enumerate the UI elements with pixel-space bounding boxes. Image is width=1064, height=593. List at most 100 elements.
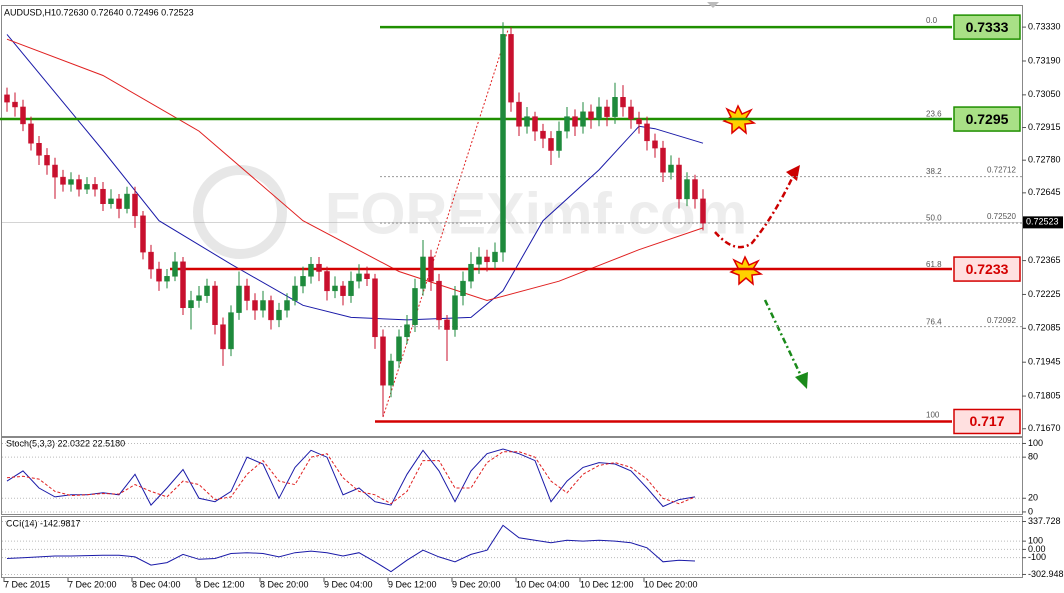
candle-body: [156, 268, 162, 282]
y-tick-label: 0.72780: [1028, 155, 1061, 165]
candle-body: [388, 360, 394, 386]
candle-body: [132, 193, 138, 217]
candle-body: [380, 336, 386, 386]
x-tick-label: 7 Dec 2015: [4, 579, 50, 589]
candle-body: [340, 285, 346, 296]
up-arrow: [714, 171, 797, 249]
burst-icon: [729, 255, 764, 286]
candle-body: [564, 116, 570, 132]
candle-body: [404, 324, 410, 338]
candle-body: [140, 215, 146, 253]
y-tick-label: 0.73050: [1028, 89, 1061, 99]
candle-body: [668, 164, 674, 173]
x-tick-label: 10 Dec 20:00: [644, 579, 698, 589]
candle-body: [316, 263, 322, 272]
candle-body: [108, 198, 114, 204]
down-arrowhead: [795, 372, 808, 389]
stoch-pane: [1, 437, 1023, 515]
fib-price-label: 0.72712: [987, 166, 1016, 175]
symbol-title: AUDUSD,H1: [4, 7, 56, 17]
candle-body: [148, 251, 154, 270]
y-tick-label: 0: [1028, 506, 1033, 516]
fib-price-label: 0.72520: [987, 212, 1016, 221]
level-label: 0.7233: [966, 261, 1009, 277]
candle-body: [12, 101, 18, 108]
scroll-marker: [707, 2, 719, 8]
candle-body: [436, 280, 442, 321]
fib-ratio-label: 100: [926, 411, 940, 420]
y-tick-label: 0.72915: [1028, 122, 1061, 132]
level-label: 0.717: [969, 413, 1004, 429]
candle-body: [468, 263, 474, 282]
level-label: 0.7295: [966, 111, 1009, 127]
candle-body: [4, 94, 10, 103]
y-tick-label: 0.00: [1028, 544, 1046, 554]
candle-body: [324, 271, 330, 292]
candle-body: [204, 285, 210, 296]
y-tick-label: 100: [1028, 438, 1043, 448]
watermark-text: FOREXimf.com: [325, 181, 747, 246]
y-tick-label: 80: [1028, 452, 1038, 462]
candle-body: [492, 251, 498, 263]
candle-body: [364, 273, 370, 279]
indicator-line: [6, 448, 696, 508]
fib-ratio-label: 0.0: [926, 16, 938, 25]
main-pane: [1, 5, 1023, 437]
candle-body: [124, 193, 130, 209]
candle-body: [92, 184, 98, 190]
candle-body: [252, 300, 258, 311]
candle-body: [660, 147, 666, 173]
fib-ratio-label: 61.8: [926, 260, 942, 269]
candle-body: [68, 179, 74, 185]
candle-body: [596, 106, 602, 120]
x-tick-label: 9 Dec 12:00: [388, 579, 437, 589]
candle-body: [76, 179, 82, 190]
candle-body: [612, 97, 618, 117]
candle-body: [372, 278, 378, 338]
candle-body: [604, 106, 610, 117]
candle-body: [484, 256, 490, 263]
candle-body: [332, 285, 338, 292]
candle-body: [692, 179, 698, 200]
candle-body: [356, 273, 362, 282]
candle-body: [684, 179, 690, 200]
x-tick-label: 9 Dec 04:00: [324, 579, 373, 589]
cci-title: CCI(14) -142.9817: [6, 518, 81, 528]
candle-body: [508, 34, 514, 103]
x-tick-label: 10 Dec 12:00: [580, 579, 634, 589]
candle-body: [476, 256, 482, 265]
watermark: FOREXimf.com: [193, 165, 747, 259]
candle-body: [268, 300, 274, 321]
candle-body: [420, 256, 426, 289]
candle-body: [540, 130, 546, 139]
down-arrow: [763, 299, 804, 379]
candle-body: [172, 261, 178, 277]
level-box: [953, 256, 1021, 282]
fib-ratio-label: 50.0: [926, 213, 942, 222]
candle-body: [188, 300, 194, 309]
candle-body: [228, 312, 234, 350]
candle-body: [396, 336, 402, 362]
candle-body: [116, 198, 122, 209]
x-tick-label: 8 Dec 04:00: [132, 579, 181, 589]
fib-ratio-label: 38.2: [926, 167, 942, 176]
y-tick-label: 0.72085: [1028, 323, 1061, 333]
candle-body: [260, 300, 266, 311]
y-tick-label: 0.73190: [1028, 55, 1061, 65]
candle-body: [348, 280, 354, 296]
level-label: 0.7333: [966, 19, 1009, 35]
y-tick-label: -302.948: [1028, 569, 1064, 579]
candle-body: [244, 285, 250, 301]
current-price-tag: [1023, 216, 1063, 229]
candle-body: [276, 309, 282, 321]
watermark-logo: [193, 165, 287, 259]
candle-body: [292, 285, 298, 301]
header-values: 0.72630 0.72640 0.72496 0.72523: [56, 7, 194, 17]
candle-body: [444, 319, 450, 330]
fib-price-label: 0.72092: [987, 316, 1016, 325]
candle-body: [44, 155, 50, 166]
candle-body: [220, 324, 226, 350]
